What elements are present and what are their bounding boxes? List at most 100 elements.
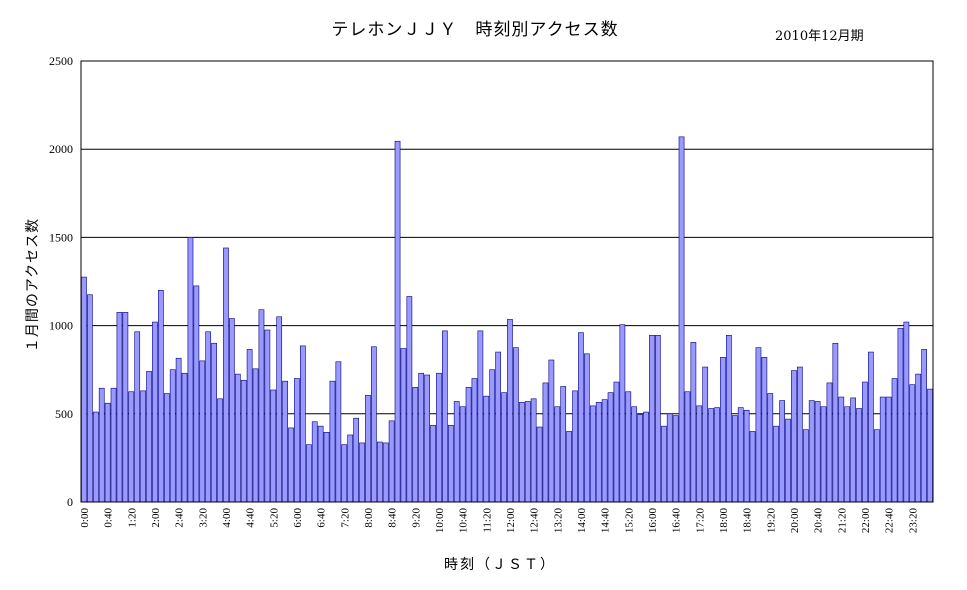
bar: [536, 426, 543, 503]
x-tick-label: 0:00: [79, 508, 91, 528]
x-tick-label: 2:00: [150, 508, 162, 528]
bar: [584, 353, 590, 503]
bar: [714, 407, 720, 503]
bar: [158, 290, 164, 503]
bar: [808, 400, 815, 503]
x-tick-label: 3:20: [197, 508, 209, 528]
bar: [513, 347, 519, 503]
bar: [205, 331, 212, 503]
bar: [134, 331, 141, 503]
bar: [850, 397, 856, 503]
x-tick-label: 18:40: [742, 508, 754, 534]
bar: [477, 330, 484, 503]
bar: [749, 431, 756, 503]
bar: [442, 330, 448, 503]
x-tick-label: 20:40: [813, 508, 825, 534]
plot-frame: [80, 60, 934, 503]
x-tick-label: 18:00: [718, 508, 730, 534]
bar: [720, 357, 726, 503]
bar: [276, 316, 283, 503]
x-tick-label: 5:20: [268, 508, 280, 528]
bar: [317, 425, 324, 503]
bar: [868, 351, 874, 503]
bar: [181, 372, 188, 503]
bar: [708, 408, 714, 503]
x-tick-label: 0:40: [103, 508, 115, 528]
bar: [619, 324, 626, 503]
bar: [436, 372, 442, 503]
bar: [234, 373, 241, 503]
bar: [554, 406, 561, 503]
bar: [252, 368, 259, 503]
bar: [104, 402, 111, 503]
bar: [98, 387, 105, 503]
bar: [264, 329, 271, 503]
bar: [915, 373, 922, 503]
bar: [169, 369, 176, 503]
x-tick-label: 15:20: [623, 508, 635, 534]
bar: [146, 371, 152, 503]
bar: [311, 421, 318, 503]
bar: [885, 396, 892, 503]
bar: [649, 334, 655, 503]
bar: [223, 247, 229, 503]
bar: [501, 392, 507, 503]
bar: [856, 408, 862, 503]
bar: [637, 414, 643, 503]
bar: [684, 391, 691, 503]
bar: [87, 294, 93, 503]
bar: [655, 334, 661, 503]
x-tick-label: 10:00: [434, 508, 446, 534]
bar: [489, 369, 496, 503]
bar: [726, 334, 732, 503]
bar: [116, 312, 123, 503]
bar: [282, 380, 288, 503]
y-tick-label: 2000: [49, 142, 73, 156]
x-tick-label: 12:00: [505, 508, 517, 534]
bar: [891, 378, 898, 503]
bar: [163, 393, 170, 503]
bar: [755, 347, 762, 503]
y-tick-labels: 0 500 1000 1500 2000 2500: [49, 54, 73, 509]
bar: [471, 378, 478, 503]
bar: [376, 441, 383, 503]
bar: [773, 425, 780, 503]
bar: [400, 348, 407, 503]
y-tick-label: 1000: [49, 319, 73, 333]
bar: [560, 386, 567, 503]
bar: [217, 398, 223, 503]
bar: [731, 415, 738, 503]
bar: [394, 140, 401, 503]
bar: [903, 321, 910, 503]
bar: [507, 319, 513, 503]
bar: [607, 392, 614, 503]
y-tick-label: 2500: [49, 54, 73, 68]
bar: [483, 395, 490, 503]
bar: [211, 342, 217, 503]
bar: [737, 407, 744, 503]
bar: [826, 382, 833, 503]
bar: [110, 387, 117, 503]
bar: [660, 425, 667, 503]
bar: [566, 431, 572, 503]
bar: [921, 349, 927, 503]
bar: [187, 237, 194, 503]
bar: [879, 396, 886, 503]
x-tick-label: 14:00: [576, 508, 588, 534]
bar: [542, 382, 549, 503]
bar: [193, 285, 200, 503]
x-tick-label: 10:40: [458, 508, 470, 534]
bar: [832, 342, 839, 503]
bar: [802, 429, 809, 503]
bar: [897, 327, 904, 503]
bar: [909, 384, 916, 503]
bar: [229, 318, 235, 503]
y-tick-label: 500: [55, 407, 73, 421]
bar: [300, 345, 306, 503]
bar: [240, 379, 247, 503]
bar: [631, 406, 638, 503]
x-tick-label: 16:40: [671, 508, 683, 534]
bar: [388, 420, 395, 503]
bar: [814, 401, 821, 503]
x-tick-label: 2:40: [174, 508, 186, 528]
